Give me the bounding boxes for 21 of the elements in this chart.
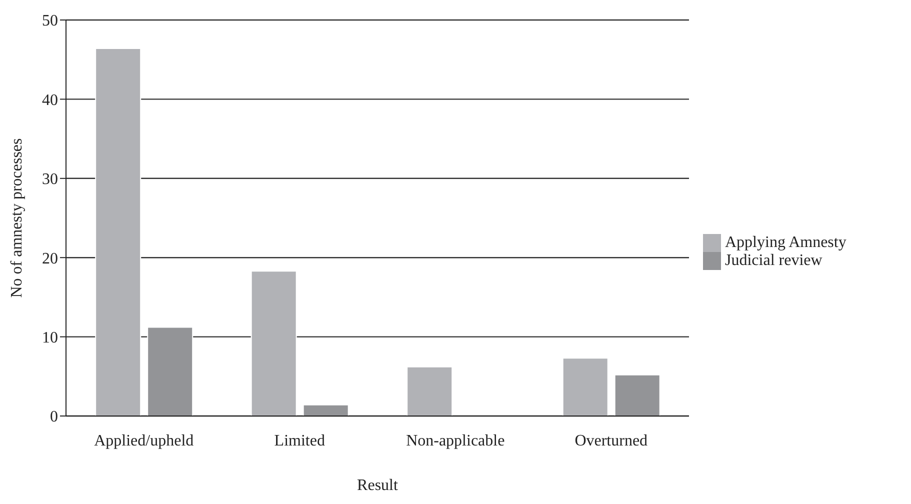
legend-label: Applying Amnesty <box>725 234 846 251</box>
y-tick-label: 50 <box>42 12 58 30</box>
y-tick-label: 40 <box>42 92 58 109</box>
y-tick-label: 10 <box>42 329 58 346</box>
bar <box>614 374 660 416</box>
bar <box>406 366 453 416</box>
bar <box>95 48 142 416</box>
bar <box>302 404 349 416</box>
bar <box>250 270 297 416</box>
y-tick-label: 0 <box>50 408 58 426</box>
x-tick-label: Non-applicable <box>406 432 505 450</box>
y-tick-label: 20 <box>42 250 58 268</box>
y-tick-label: 30 <box>42 171 58 188</box>
x-tick-label: Limited <box>274 432 325 450</box>
x-tick-label: Overturned <box>574 432 648 450</box>
legend-label: Judicial review <box>725 252 822 269</box>
x-tick-label: Applied/upheld <box>94 432 194 450</box>
bar <box>147 326 194 416</box>
x-axis-title: Result <box>357 477 398 494</box>
bar <box>562 358 608 416</box>
y-axis-title: No of amnesty processes <box>8 138 26 298</box>
